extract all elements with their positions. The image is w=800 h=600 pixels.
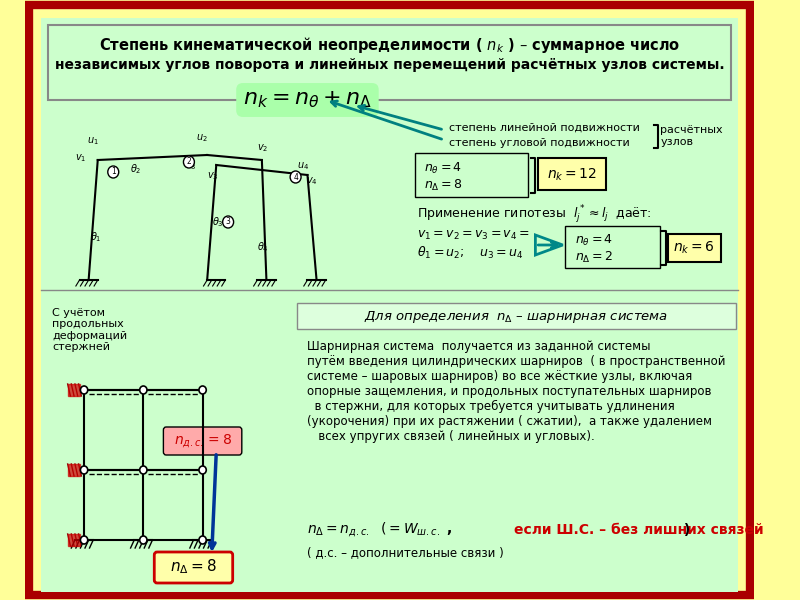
Text: ( д.с. – дополнительные связи ): ( д.с. – дополнительные связи ) (307, 547, 504, 559)
Text: $u_4$: $u_4$ (297, 160, 309, 172)
FancyBboxPatch shape (415, 153, 528, 197)
Text: ): ) (679, 523, 690, 537)
Text: $\theta_2$: $\theta_2$ (130, 162, 141, 176)
Text: $n_\Delta = n_{д.с.}$  $( = W_{ш.с.}$ ,: $n_\Delta = n_{д.с.}$ $( = W_{ш.с.}$ , (307, 521, 454, 539)
Text: степень угловой подвижности: степень угловой подвижности (449, 138, 630, 148)
FancyBboxPatch shape (48, 25, 731, 100)
Bar (68, 534, 81, 546)
Text: 2: 2 (186, 157, 191, 166)
Bar (68, 464, 81, 476)
FancyBboxPatch shape (297, 303, 736, 329)
FancyBboxPatch shape (538, 158, 606, 190)
FancyBboxPatch shape (30, 5, 750, 595)
Circle shape (199, 536, 206, 544)
Text: $n_{д.с.} = 8$: $n_{д.с.} = 8$ (174, 432, 232, 450)
Text: степень линейной подвижности: степень линейной подвижности (449, 123, 640, 133)
Text: $u_2$: $u_2$ (196, 132, 208, 144)
Text: 3: 3 (226, 217, 230, 226)
Circle shape (81, 386, 88, 394)
Text: Степень кинематической неопределимости ( $n_k$ ) – суммарное число: Степень кинематической неопределимости (… (98, 35, 680, 55)
Circle shape (81, 466, 88, 474)
Text: $n_k = 12$: $n_k = 12$ (547, 167, 597, 183)
Bar (68, 384, 81, 396)
Text: $\theta_1 = u_2 ;$   $u_3 = u_4$: $\theta_1 = u_2 ;$ $u_3 = u_4$ (417, 245, 523, 261)
Circle shape (81, 536, 88, 544)
Text: С учётом
продольных
деформаций
стержней: С учётом продольных деформаций стержней (52, 308, 127, 352)
Text: $n_\theta = 4$: $n_\theta = 4$ (424, 160, 462, 176)
FancyBboxPatch shape (42, 18, 738, 592)
Circle shape (199, 466, 206, 474)
FancyBboxPatch shape (163, 427, 242, 455)
Text: если Ш.С. – без лишних связей: если Ш.С. – без лишних связей (514, 523, 764, 537)
Circle shape (290, 171, 301, 183)
Text: расчётных
узлов: расчётных узлов (660, 125, 723, 147)
Text: $n_\Delta = 8$: $n_\Delta = 8$ (424, 178, 463, 193)
Circle shape (199, 386, 206, 394)
Text: независимых углов поворота и линейных перемещений расчётных узлов системы.: независимых углов поворота и линейных пе… (54, 58, 724, 72)
Text: $n_\theta = 4$: $n_\theta = 4$ (574, 232, 613, 248)
Text: $v_1 = v_2 = v_3 = v_4=$: $v_1 = v_2 = v_3 = v_4=$ (417, 229, 530, 242)
Text: $v_4$: $v_4$ (306, 175, 318, 187)
Circle shape (140, 466, 147, 474)
Circle shape (108, 166, 118, 178)
Text: $\theta_1$: $\theta_1$ (90, 230, 102, 244)
FancyBboxPatch shape (566, 226, 660, 268)
Circle shape (140, 386, 147, 394)
Circle shape (222, 216, 234, 228)
Text: $u_1$: $u_1$ (87, 135, 98, 147)
Text: $n_\Delta = 8$: $n_\Delta = 8$ (170, 557, 217, 577)
Text: Применение гипотезы  $l^*_j \approx l_j$  даёт:: Применение гипотезы $l^*_j \approx l_j$ … (417, 204, 651, 226)
Text: $n_\Delta = 2$: $n_\Delta = 2$ (574, 250, 613, 265)
Text: $v_2$: $v_2$ (258, 142, 269, 154)
Text: 1: 1 (111, 167, 116, 176)
Text: Шарнирная система  получается из заданной системы
путём введения цилиндрических : Шарнирная система получается из заданной… (307, 340, 726, 443)
Text: $u_3$: $u_3$ (184, 160, 196, 172)
Circle shape (183, 156, 194, 168)
Text: Для определения  $n_\Delta$ – шарнирная система: Для определения $n_\Delta$ – шарнирная с… (364, 309, 668, 325)
Text: $\theta_3$: $\theta_3$ (212, 215, 223, 229)
Text: $n_k = 6$: $n_k = 6$ (673, 240, 715, 256)
Text: $v_1$: $v_1$ (75, 152, 86, 164)
Text: $n_k = n_\theta + n_\Delta$: $n_k = n_\theta + n_\Delta$ (243, 89, 372, 110)
FancyBboxPatch shape (667, 234, 722, 262)
Text: $\theta_4$: $\theta_4$ (258, 240, 270, 254)
Text: 4: 4 (293, 173, 298, 181)
Text: $v_3$: $v_3$ (207, 170, 218, 182)
FancyBboxPatch shape (154, 552, 233, 583)
Circle shape (140, 536, 147, 544)
